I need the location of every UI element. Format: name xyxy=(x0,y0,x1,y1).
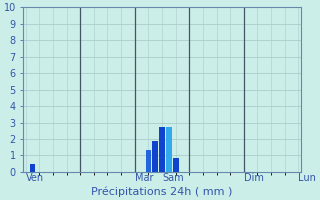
Bar xyxy=(152,141,158,172)
Bar xyxy=(146,150,151,172)
Bar xyxy=(173,158,179,172)
Bar xyxy=(166,127,172,172)
X-axis label: Précipitations 24h ( mm ): Précipitations 24h ( mm ) xyxy=(91,186,233,197)
Bar xyxy=(30,164,35,172)
Bar xyxy=(159,127,165,172)
